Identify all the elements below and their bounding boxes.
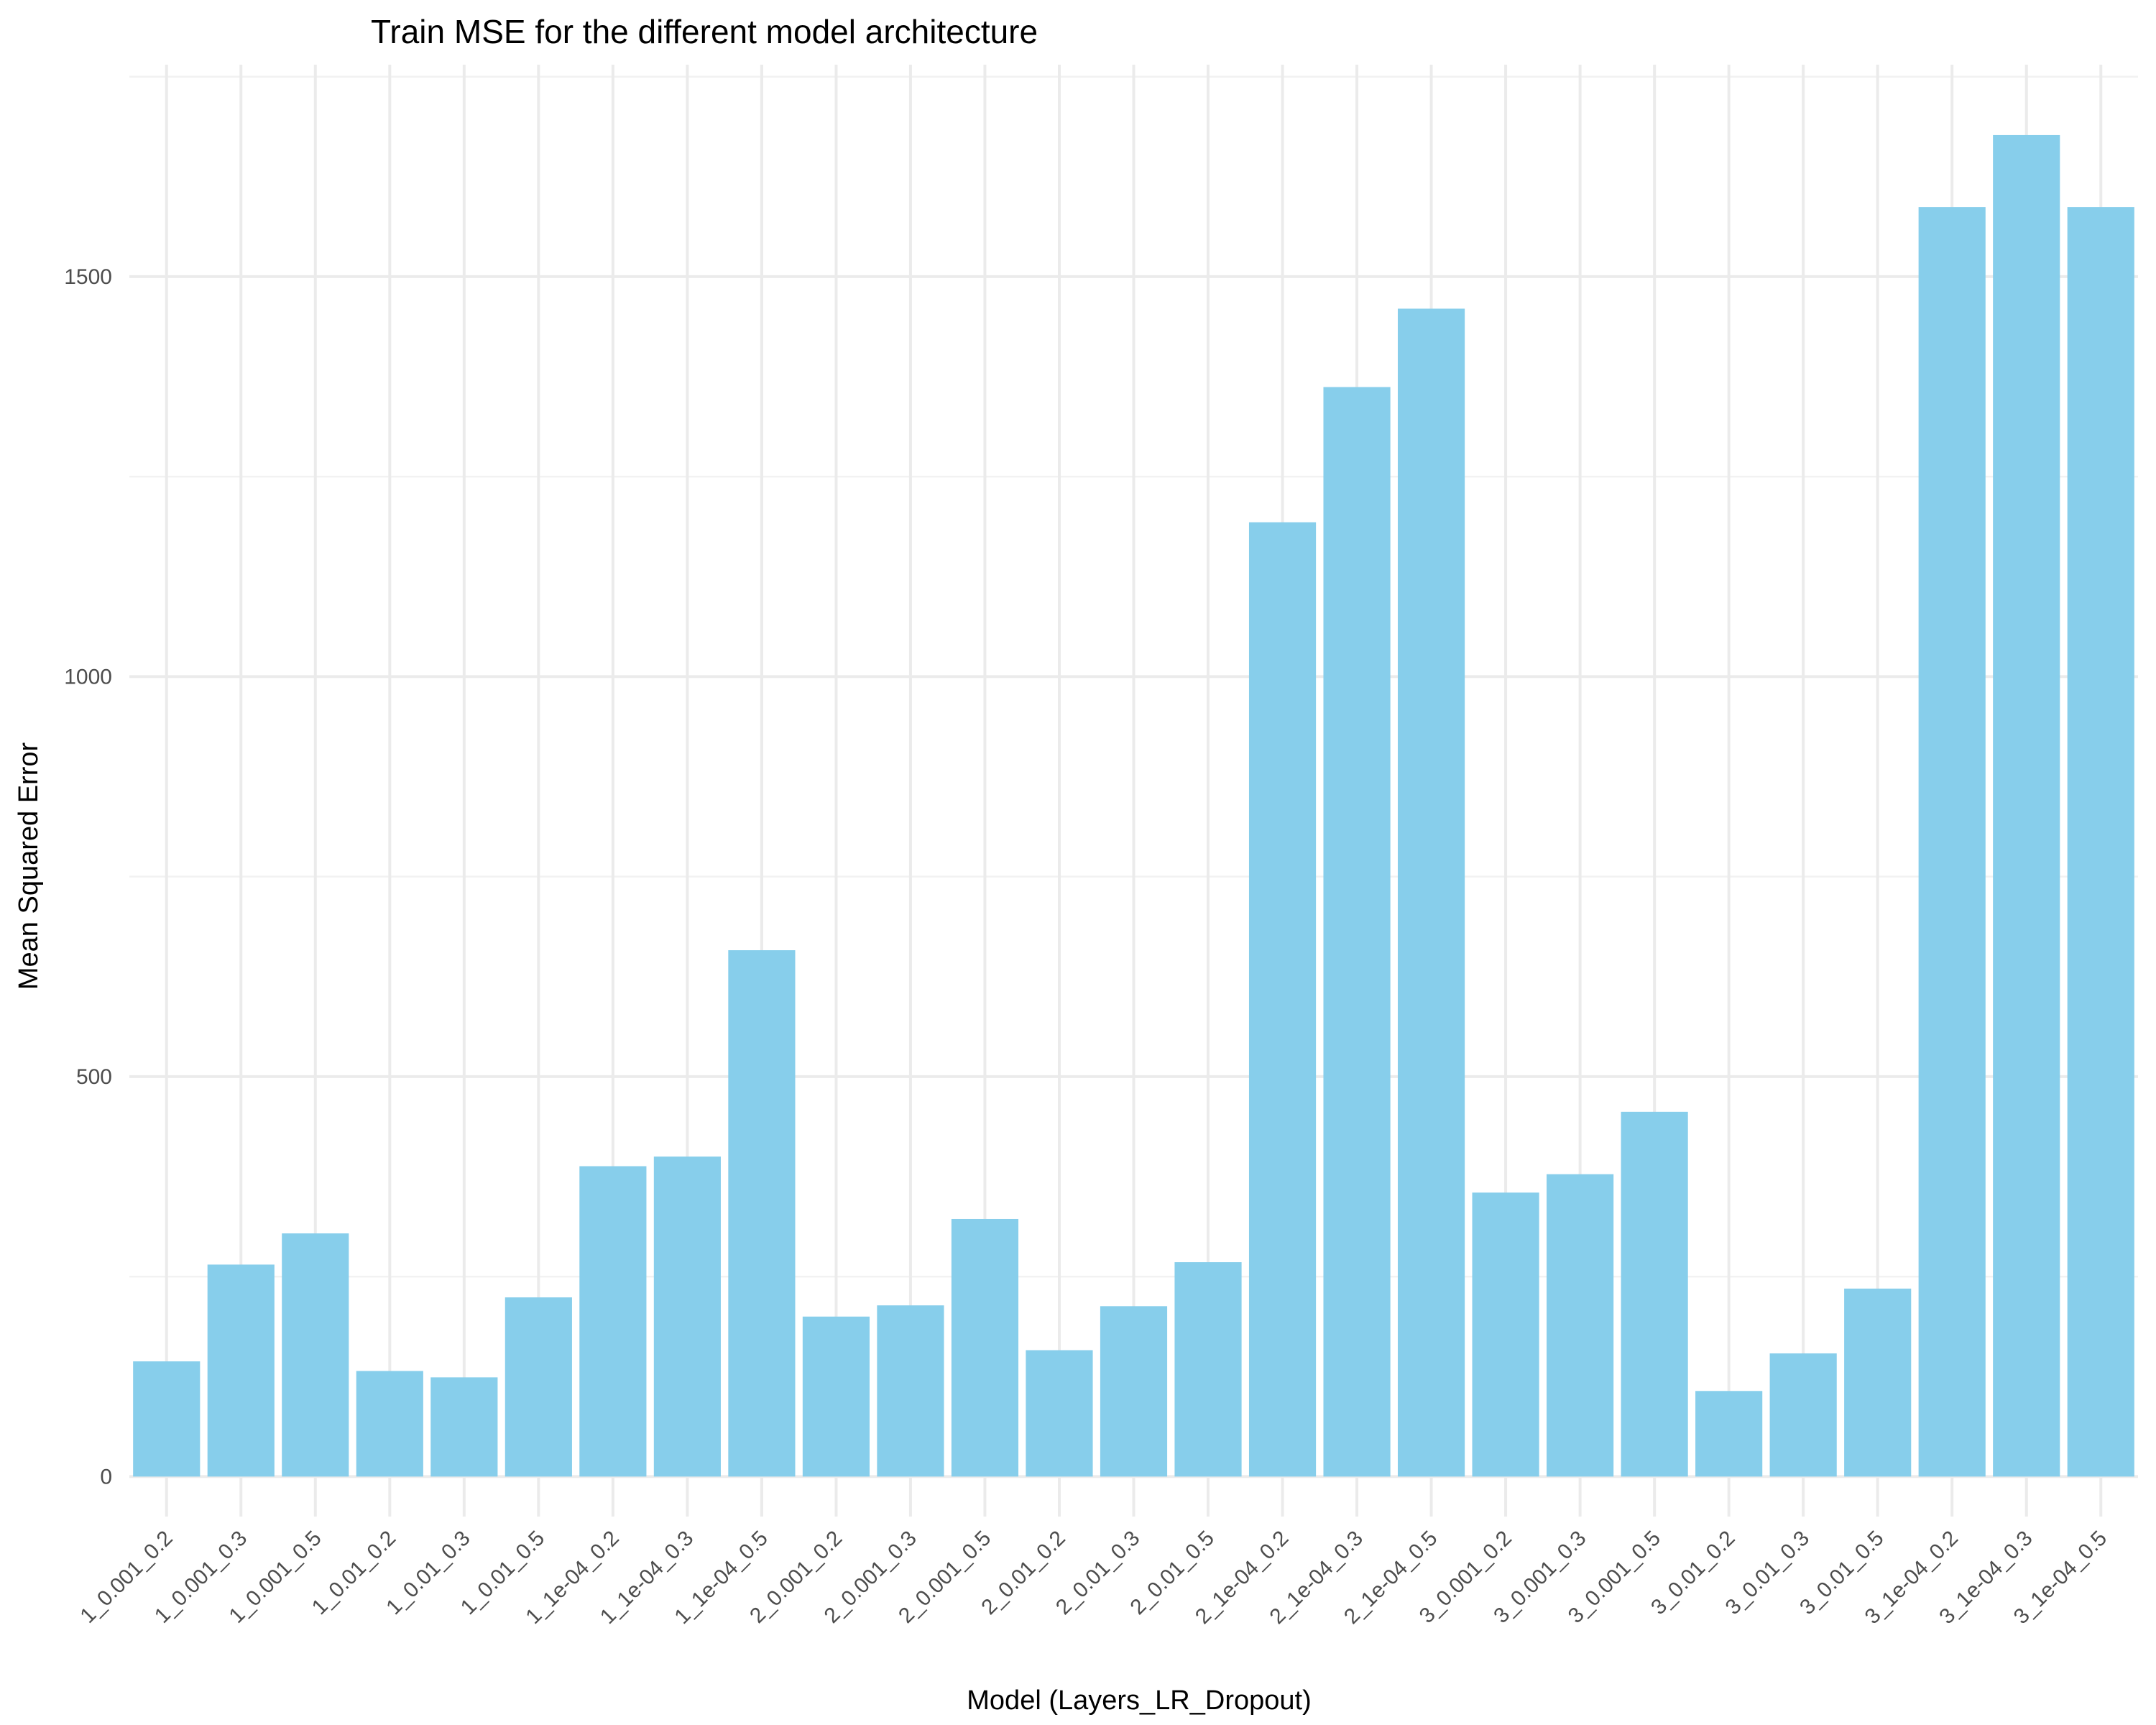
bar (1248, 522, 1317, 1477)
bar (877, 1305, 944, 1477)
bar (951, 1218, 1019, 1477)
bar (505, 1297, 572, 1477)
bar (1695, 1391, 1763, 1477)
bar (1621, 1111, 1688, 1477)
bar (1323, 387, 1391, 1477)
grid-lines (129, 65, 2138, 1517)
bar (1844, 1288, 1912, 1477)
y-tick-label: 1500 (64, 265, 112, 289)
bar (282, 1233, 349, 1477)
bar (133, 1361, 201, 1477)
bar (728, 950, 796, 1477)
y-tick-label: 1000 (64, 665, 112, 689)
bar (1472, 1192, 1539, 1477)
bars (133, 134, 2134, 1477)
bar (579, 1166, 647, 1477)
bar (207, 1264, 275, 1477)
bar (1769, 1353, 1837, 1477)
bar (1026, 1350, 1093, 1477)
bar (653, 1156, 721, 1477)
bar (1918, 207, 1986, 1477)
x-tick-labels: 1_0.001_0.21_0.001_0.31_0.001_0.51_0.01_… (75, 1527, 2111, 1629)
bar (802, 1316, 870, 1477)
bar (356, 1371, 423, 1477)
x-axis-label: Model (Layers_LR_Dropout) (967, 1685, 1311, 1716)
y-tick-label: 500 (76, 1065, 112, 1089)
chart-title: Train MSE for the different model archit… (371, 13, 1038, 50)
y-axis-label: Mean Squared Error (14, 742, 44, 990)
y-tick-labels: 0 500 1000 1500 (64, 265, 112, 1489)
bar (430, 1377, 498, 1477)
bar (1993, 134, 2060, 1477)
bar (1547, 1174, 1614, 1477)
bar (1397, 308, 1465, 1477)
y-tick-label: 0 (100, 1465, 112, 1489)
bar (2067, 207, 2134, 1477)
bar (1174, 1262, 1242, 1477)
bar (1100, 1306, 1168, 1477)
